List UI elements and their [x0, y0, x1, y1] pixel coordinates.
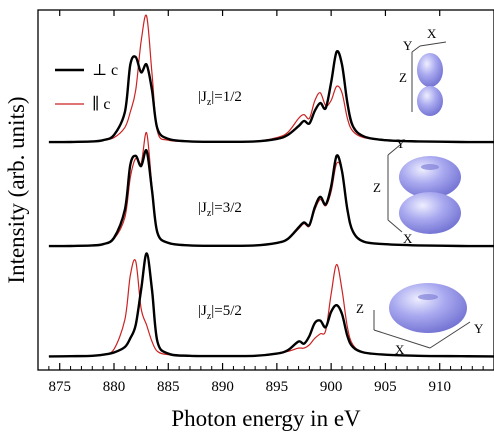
orbital-1-axis-x — [419, 41, 447, 47]
legend: ⊥ c ∥ c — [55, 62, 118, 113]
x-tick-label: 910 — [428, 379, 451, 395]
orbital-1-upper-lobe — [417, 53, 443, 87]
orbital-inset-1: Y X Z — [399, 26, 447, 116]
x-tick-label: 890 — [211, 379, 234, 395]
orbital-3-label-x: X — [395, 342, 405, 357]
orbital-3-label-z: Z — [356, 301, 364, 316]
orbital-3-torus — [389, 283, 467, 333]
x-tick-label: 905 — [374, 379, 397, 395]
orbital-1-lower-lobe — [417, 86, 443, 116]
orbital-inset-3: Z Y X — [356, 283, 484, 357]
legend-label-perp: ⊥ c — [92, 62, 118, 79]
legend-label-par: ∥ c — [92, 95, 111, 113]
orbital-2-lower-torus — [399, 192, 461, 234]
x-tick-label: 875 — [48, 379, 71, 395]
orbital-1-label-y: Y — [403, 38, 413, 53]
orbital-2-label-z: Z — [373, 180, 381, 195]
orbital-2-axis-x — [387, 219, 403, 233]
orbital-2-label-x: X — [403, 231, 413, 246]
y-axis-label: Intensity (arb. units) — [4, 96, 29, 283]
orbital-3-axis-y — [429, 321, 471, 349]
panel-1-curve-par — [48, 14, 494, 143]
orbital-1-label-z: Z — [399, 70, 407, 85]
orbital-2-upper-hole — [421, 164, 439, 170]
orbital-3-hole — [418, 294, 438, 300]
orbital-1-axis-y — [411, 45, 421, 53]
panel-3-curve-perp — [48, 252, 494, 358]
x-tick-label: 880 — [103, 379, 126, 395]
orbital-1-label-x: X — [427, 26, 437, 41]
x-axis: 875 880 885 890 895 900 905 910 — [48, 10, 484, 395]
orbital-2-upper-torus — [399, 156, 461, 198]
orbital-2-label-y: Y — [396, 136, 406, 151]
panel-1-label: |Jz|=1/2 — [198, 89, 242, 108]
orbital-3-axis-x — [373, 329, 431, 349]
x-tick-label: 900 — [320, 379, 343, 395]
orbital-inset-2: Y Z X — [373, 136, 461, 246]
panel-1-curve-perp — [48, 49, 494, 144]
orbital-2-axis-y — [387, 144, 401, 156]
spectra-group — [48, 14, 494, 358]
x-axis-label: Photon energy in eV — [171, 406, 361, 431]
panel-3-label: |Jz|=5/2 — [198, 303, 242, 322]
orbital-3-label-y: Y — [474, 321, 484, 336]
panel-2-label: |Jz|=3/2 — [198, 200, 242, 219]
panel-2-curve-perp — [48, 148, 494, 248]
x-tick-label: 885 — [157, 379, 180, 395]
x-tick-label: 895 — [266, 379, 289, 395]
